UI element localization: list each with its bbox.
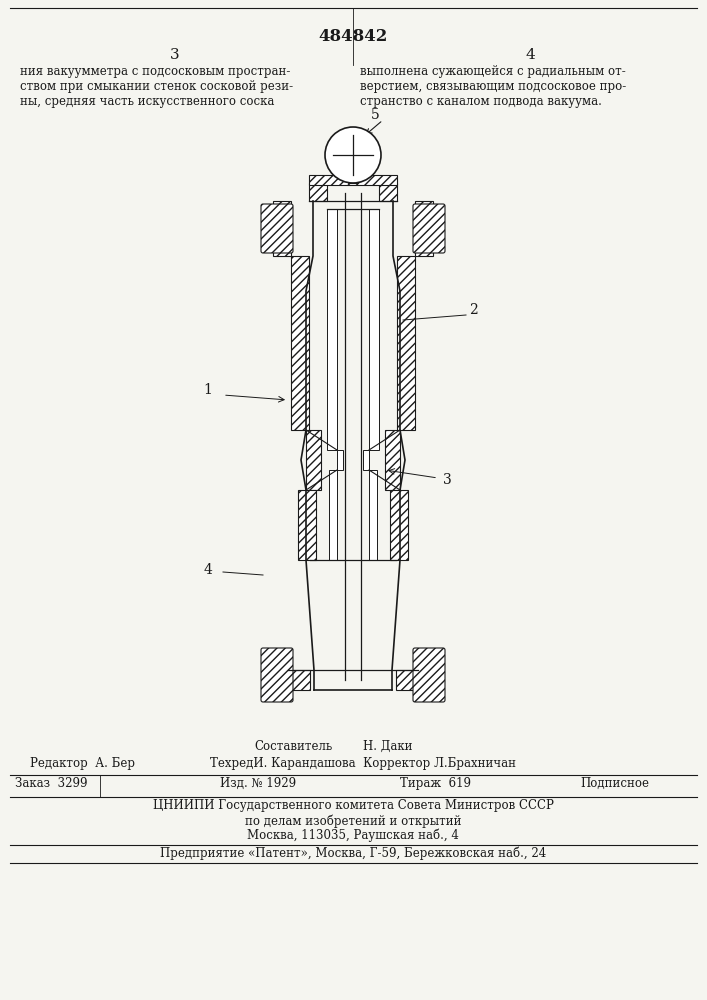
FancyBboxPatch shape [397,256,415,430]
Text: ЦНИИПИ Государственного комитета Совета Министров СССР: ЦНИИПИ Государственного комитета Совета … [153,799,554,812]
Text: 5: 5 [371,108,380,122]
Bar [337,450,343,470]
Text: 484842: 484842 [318,28,387,45]
Bar [390,490,408,560]
Text: Редактор  А. Бер: Редактор А. Бер [30,757,135,770]
Text: Москва, 113035, Раушская наб., 4: Москва, 113035, Раушская наб., 4 [247,829,459,842]
Text: ТехредИ. Карандашова  Корректор Л.Брахничан: ТехредИ. Карандашова Корректор Л.Брахнич… [210,757,516,770]
Bar [348,175,358,183]
Text: Н. Даки: Н. Даки [363,740,412,753]
FancyBboxPatch shape [413,204,445,253]
Circle shape [325,127,381,183]
Text: 3: 3 [170,48,180,62]
Text: Тираж  619: Тираж 619 [400,777,471,790]
Bar [369,470,377,560]
Bar [385,430,400,490]
FancyBboxPatch shape [291,256,309,430]
FancyBboxPatch shape [261,204,293,253]
Bar [369,209,379,450]
Bar [379,183,397,201]
Text: 3: 3 [443,473,452,487]
FancyBboxPatch shape [261,648,293,702]
Text: ния вакуумметра с подсосковым простран-
ством при смыкании стенок сосковой рези-: ния вакуумметра с подсосковым простран- … [20,65,293,108]
Bar [273,201,291,256]
Bar [298,490,316,560]
Text: выполнена сужающейся с радиальным от-
верстием, связывающим подсосковое про-
стр: выполнена сужающейся с радиальным от- ве… [360,65,626,108]
Bar [306,430,321,490]
Bar [396,670,418,690]
Bar [327,209,337,450]
Text: Заказ  3299: Заказ 3299 [15,777,88,790]
Text: по делам изобретений и открытий: по делам изобретений и открытий [245,814,461,828]
Text: Предприятие «Патент», Москва, Г-59, Бережковская наб., 24: Предприятие «Патент», Москва, Г-59, Бере… [160,847,546,860]
Bar [288,670,310,690]
Text: Составитель: Составитель [255,740,333,753]
Text: Подписное: Подписное [580,777,649,790]
Text: 2: 2 [469,303,477,317]
Bar [363,450,369,470]
Bar [329,470,337,560]
Bar [309,175,397,185]
Bar [415,201,433,256]
Text: 4: 4 [525,48,535,62]
Text: 4: 4 [204,563,212,577]
Text: 1: 1 [204,383,212,397]
FancyBboxPatch shape [413,648,445,702]
Bar [309,183,327,201]
Text: Изд. № 1929: Изд. № 1929 [220,777,296,790]
